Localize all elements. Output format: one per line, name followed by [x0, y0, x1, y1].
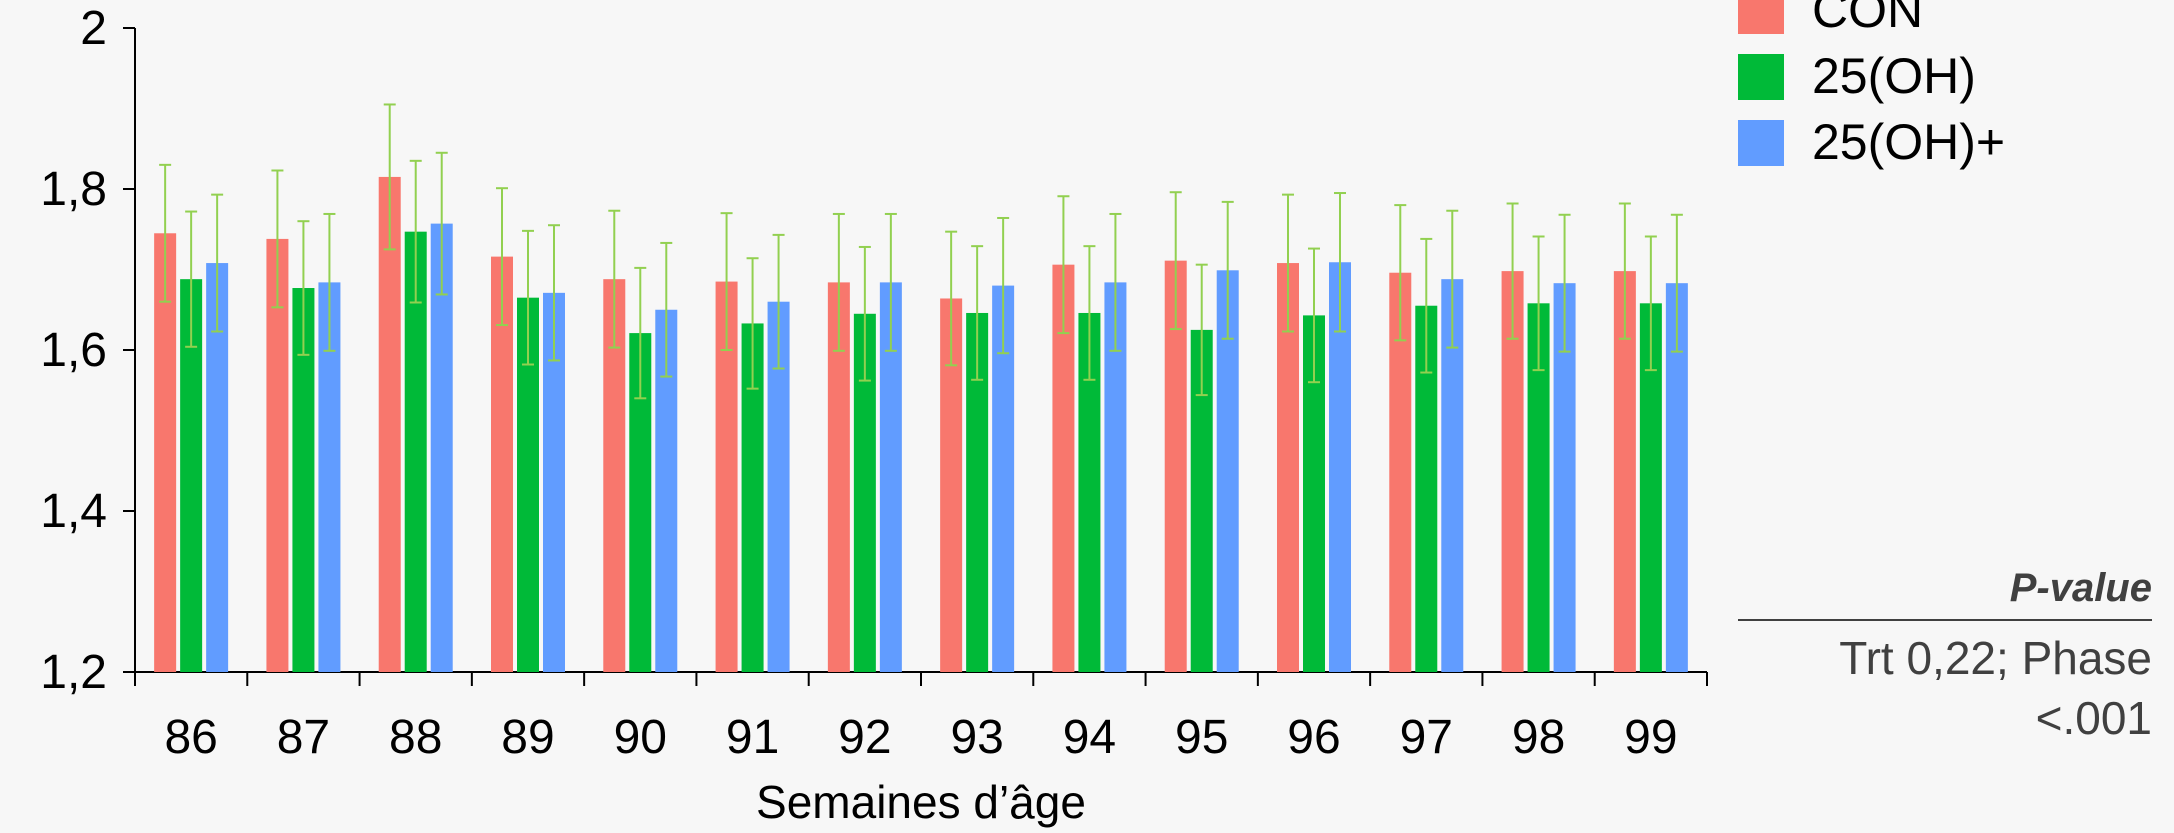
bar-25-oh--99 [1639, 303, 1662, 672]
bars [154, 176, 1688, 673]
y-tick-label: 1,8 [40, 163, 107, 216]
bar-25-oh--87 [292, 288, 315, 672]
x-tick-label: 87 [277, 711, 330, 764]
legend-label: CON [1812, 0, 1923, 38]
bar-25-oh--97 [1415, 305, 1438, 672]
bar-25-oh--95 [1190, 329, 1213, 672]
bar-25-oh--86 [180, 279, 203, 672]
bar-25-oh--96 [1329, 262, 1351, 672]
x-tick-label: 92 [838, 711, 891, 764]
bar-25-oh--94 [1104, 282, 1127, 672]
bar-25-oh--96 [1303, 315, 1325, 672]
bar-25-oh--93 [992, 285, 1015, 672]
bar-25-oh--98 [1527, 303, 1550, 672]
legend-swatch [1738, 120, 1784, 166]
bar-con-91 [715, 281, 738, 672]
bar-25-oh--94 [1078, 312, 1101, 672]
x-tick-label: 95 [1175, 711, 1228, 764]
y-tick-label: 1,6 [40, 324, 107, 377]
bar-con-90 [603, 279, 626, 672]
p-value-divider [1738, 619, 2152, 621]
x-tick-label: 91 [726, 711, 779, 764]
bar-25-oh--90 [629, 333, 652, 672]
bar-25-oh--86 [206, 263, 229, 672]
x-axis-title: Semaines d’âge [756, 776, 1086, 828]
p-value-text: Trt 0,22; Phase <.001 [1839, 632, 2152, 744]
bar-25-oh--90 [655, 309, 678, 672]
bar-con-95 [1164, 260, 1187, 672]
bar-con-99 [1613, 271, 1636, 672]
bar-25-oh--91 [741, 323, 764, 672]
y-tick-label: 1,2 [40, 646, 107, 699]
x-tick-label: 90 [614, 711, 667, 764]
bar-con-93 [940, 298, 963, 672]
bar-25-oh--87 [318, 282, 341, 672]
bar-25-oh--88 [430, 223, 453, 673]
legend-swatch [1738, 0, 1784, 34]
bar-25-oh--89 [517, 297, 539, 672]
y-tick-label: 2 [80, 2, 107, 55]
error-bars [159, 103, 1683, 400]
p-value-title: P-value [2009, 566, 2152, 610]
x-tick-label: 88 [389, 711, 442, 764]
legend-label: 25(OH) [1812, 48, 1976, 104]
bar-25-oh--95 [1216, 270, 1239, 672]
x-tick-label: 97 [1400, 711, 1453, 764]
x-tick-label: 89 [501, 711, 554, 764]
bar-25-oh--88 [404, 231, 427, 673]
x-tick-label: 94 [1063, 711, 1116, 764]
x-tick-label: 93 [950, 711, 1003, 764]
bar-25-oh--97 [1441, 279, 1464, 672]
bar-25-oh--92 [879, 282, 902, 672]
y-axis: 1,2 1,4 1,6 1,8 2 [40, 2, 136, 699]
x-tick-label: 86 [164, 711, 217, 764]
bar-25-oh--93 [966, 312, 989, 672]
x-tick-label: 99 [1624, 711, 1677, 764]
bar-con-87 [266, 238, 289, 672]
legend: CON 25(OH) 25(OH)+ [1738, 0, 2005, 170]
x-tick-label: 98 [1512, 711, 1565, 764]
bar-con-89 [491, 256, 513, 672]
bar-con-98 [1501, 271, 1524, 672]
bar-25-oh--89 [543, 292, 565, 672]
bar-con-96 [1277, 263, 1299, 672]
bar-25-oh--98 [1553, 283, 1576, 672]
bar-con-94 [1052, 264, 1075, 672]
y-tick-label: 1,4 [40, 485, 107, 538]
x-tick-label: 96 [1287, 711, 1340, 764]
bar-25-oh--92 [853, 313, 876, 672]
bar-25-oh--91 [767, 301, 790, 672]
bar-con-97 [1389, 272, 1412, 672]
legend-swatch [1738, 54, 1784, 100]
bar-con-92 [827, 282, 850, 672]
legend-label: 25(OH)+ [1812, 114, 2005, 170]
bar-con-86 [154, 233, 177, 672]
bar-con-88 [378, 176, 401, 673]
bar-25-oh--99 [1665, 283, 1688, 672]
x-axis: 86 87 88 89 90 91 92 93 94 95 96 97 98 99 [134, 671, 1708, 764]
